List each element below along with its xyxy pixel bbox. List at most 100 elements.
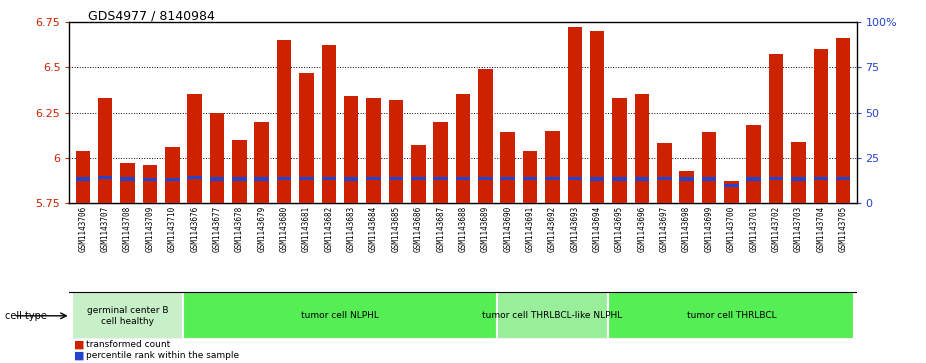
Text: cell type: cell type <box>5 311 46 321</box>
Bar <box>496 292 608 339</box>
Bar <box>76 151 90 203</box>
Text: GSM1143706: GSM1143706 <box>79 206 87 252</box>
Bar <box>210 113 224 203</box>
Bar <box>634 94 649 203</box>
Bar <box>568 177 582 180</box>
Text: GSM1143691: GSM1143691 <box>526 206 534 252</box>
Text: GSM1143689: GSM1143689 <box>481 206 490 252</box>
Text: GSM1143682: GSM1143682 <box>324 206 333 252</box>
Bar <box>389 100 403 203</box>
Bar <box>523 177 537 180</box>
Text: GSM1143704: GSM1143704 <box>817 206 825 252</box>
Bar <box>568 27 582 203</box>
Bar <box>367 177 381 180</box>
Bar <box>769 177 783 180</box>
Bar <box>98 98 112 203</box>
Bar <box>165 147 180 203</box>
Text: GSM1143697: GSM1143697 <box>659 206 669 252</box>
Bar <box>590 31 605 203</box>
Text: GSM1143685: GSM1143685 <box>392 206 400 252</box>
Text: GSM1143679: GSM1143679 <box>257 206 267 252</box>
Text: GDS4977 / 8140984: GDS4977 / 8140984 <box>88 9 215 22</box>
Bar <box>411 177 426 180</box>
Bar <box>277 177 292 180</box>
Bar <box>120 178 135 180</box>
Bar <box>769 54 783 203</box>
Bar <box>680 178 694 180</box>
Text: GSM1143690: GSM1143690 <box>503 206 512 252</box>
Bar <box>183 292 496 339</box>
Bar <box>367 98 381 203</box>
Bar <box>634 178 649 180</box>
Bar <box>299 73 314 203</box>
Text: GSM1143694: GSM1143694 <box>593 206 602 252</box>
Bar <box>210 178 224 180</box>
Text: GSM1143700: GSM1143700 <box>727 206 736 252</box>
Bar <box>299 177 314 180</box>
Text: ■: ■ <box>74 340 84 350</box>
Bar <box>746 178 761 180</box>
Text: GSM1143710: GSM1143710 <box>168 206 177 252</box>
Bar <box>456 94 470 203</box>
Text: tumor cell THRLBCL-like NLPHL: tumor cell THRLBCL-like NLPHL <box>482 311 622 320</box>
Text: GSM1143686: GSM1143686 <box>414 206 423 252</box>
Text: GSM1143699: GSM1143699 <box>705 206 713 252</box>
Text: GSM1143680: GSM1143680 <box>280 206 289 252</box>
Bar <box>232 178 246 180</box>
Bar <box>120 163 135 203</box>
Bar <box>680 171 694 203</box>
Text: GSM1143698: GSM1143698 <box>682 206 691 252</box>
Text: GSM1143687: GSM1143687 <box>436 206 445 252</box>
Text: GSM1143693: GSM1143693 <box>570 206 580 252</box>
Bar <box>791 142 806 203</box>
Bar <box>433 177 448 180</box>
Bar <box>255 122 269 203</box>
Bar <box>657 143 671 203</box>
Bar <box>545 177 559 180</box>
Bar <box>165 178 180 181</box>
Bar <box>321 45 336 203</box>
Bar <box>456 177 470 180</box>
Text: percentile rank within the sample: percentile rank within the sample <box>86 351 239 360</box>
Text: GSM1143696: GSM1143696 <box>637 206 646 252</box>
Text: germinal center B
cell healthy: germinal center B cell healthy <box>87 306 169 326</box>
Bar <box>143 165 157 203</box>
Bar <box>187 94 202 203</box>
Bar <box>545 131 559 203</box>
Text: GSM1143681: GSM1143681 <box>302 206 311 252</box>
Bar <box>98 176 112 179</box>
Text: ■: ■ <box>74 351 84 361</box>
Bar <box>71 292 183 339</box>
Bar <box>702 178 716 180</box>
Bar <box>187 176 202 179</box>
Bar <box>814 49 828 203</box>
Bar <box>76 178 90 180</box>
Text: GSM1143684: GSM1143684 <box>369 206 378 252</box>
Bar <box>321 177 336 180</box>
Text: GSM1143695: GSM1143695 <box>615 206 624 252</box>
Text: GSM1143676: GSM1143676 <box>190 206 199 252</box>
Bar <box>478 177 493 180</box>
Bar <box>344 96 358 203</box>
Text: GSM1143709: GSM1143709 <box>145 206 155 252</box>
Text: transformed count: transformed count <box>86 340 170 349</box>
Bar <box>523 151 537 203</box>
Bar <box>814 177 828 180</box>
Bar <box>791 178 806 180</box>
Text: GSM1143683: GSM1143683 <box>346 206 356 252</box>
Bar <box>389 177 403 180</box>
Bar <box>724 182 739 203</box>
Bar <box>612 178 627 180</box>
Text: GSM1143702: GSM1143702 <box>771 206 781 252</box>
Bar <box>344 178 358 180</box>
Text: GSM1143705: GSM1143705 <box>839 206 847 252</box>
Bar <box>500 132 515 203</box>
Text: tumor cell NLPHL: tumor cell NLPHL <box>301 311 379 320</box>
Bar <box>500 177 515 180</box>
Bar <box>590 178 605 180</box>
Bar <box>836 177 850 180</box>
Bar <box>612 98 627 203</box>
Bar <box>702 132 716 203</box>
Bar <box>478 69 493 203</box>
Text: GSM1143701: GSM1143701 <box>749 206 758 252</box>
